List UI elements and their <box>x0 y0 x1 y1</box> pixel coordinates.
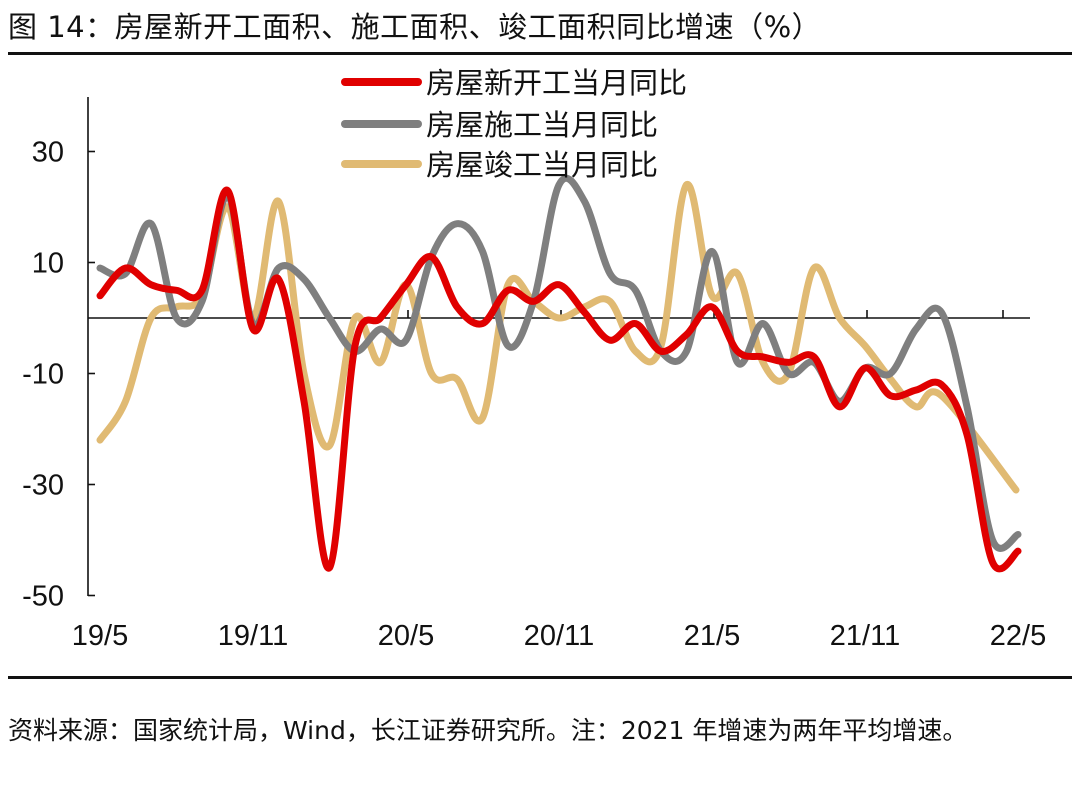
series-line <box>96 186 1022 573</box>
series-lines <box>96 174 1022 573</box>
x-axis-ticks: 19/5 19/11 20/5 20/11 21/5 21/11 22/5 <box>72 310 1046 652</box>
x-tick-label: 20/11 <box>524 620 594 652</box>
figure-title: 图 14：房屋新开工面积、施工面积、竣工面积同比增速（%） <box>8 10 822 44</box>
x-tick-label: 19/11 <box>218 620 288 652</box>
y-tick-label: 30 <box>32 137 64 169</box>
legend-label: 房屋新开工当月同比 <box>426 66 687 100</box>
y-tick-label: -10 <box>22 359 64 391</box>
x-tick-label: 21/5 <box>684 620 740 652</box>
legend-label: 房屋竣工当月同比 <box>426 148 658 182</box>
y-tick-label: -30 <box>22 470 64 502</box>
y-tick-label: -50 <box>22 581 64 613</box>
y-tick-label: 10 <box>32 248 64 280</box>
x-tick-label: 19/5 <box>72 620 128 652</box>
x-tick-label: 21/11 <box>830 620 900 652</box>
source-note: 资料来源：国家统计局，Wind，长江证券研究所。注：2021 年增速为两年平均增… <box>8 716 968 745</box>
x-tick-label: 22/5 <box>990 620 1046 652</box>
line-chart: 30 10 -10 -30 -50 19/5 19/11 20/5 20/11 21/5 21/1… <box>22 66 1046 652</box>
x-tick-label: 20/5 <box>378 620 434 652</box>
y-axis-ticks: 30 10 -10 -30 -50 <box>22 137 95 613</box>
bottom-rule <box>8 676 1072 679</box>
top-rule <box>8 52 1072 55</box>
legend-label: 房屋施工当月同比 <box>426 108 658 142</box>
